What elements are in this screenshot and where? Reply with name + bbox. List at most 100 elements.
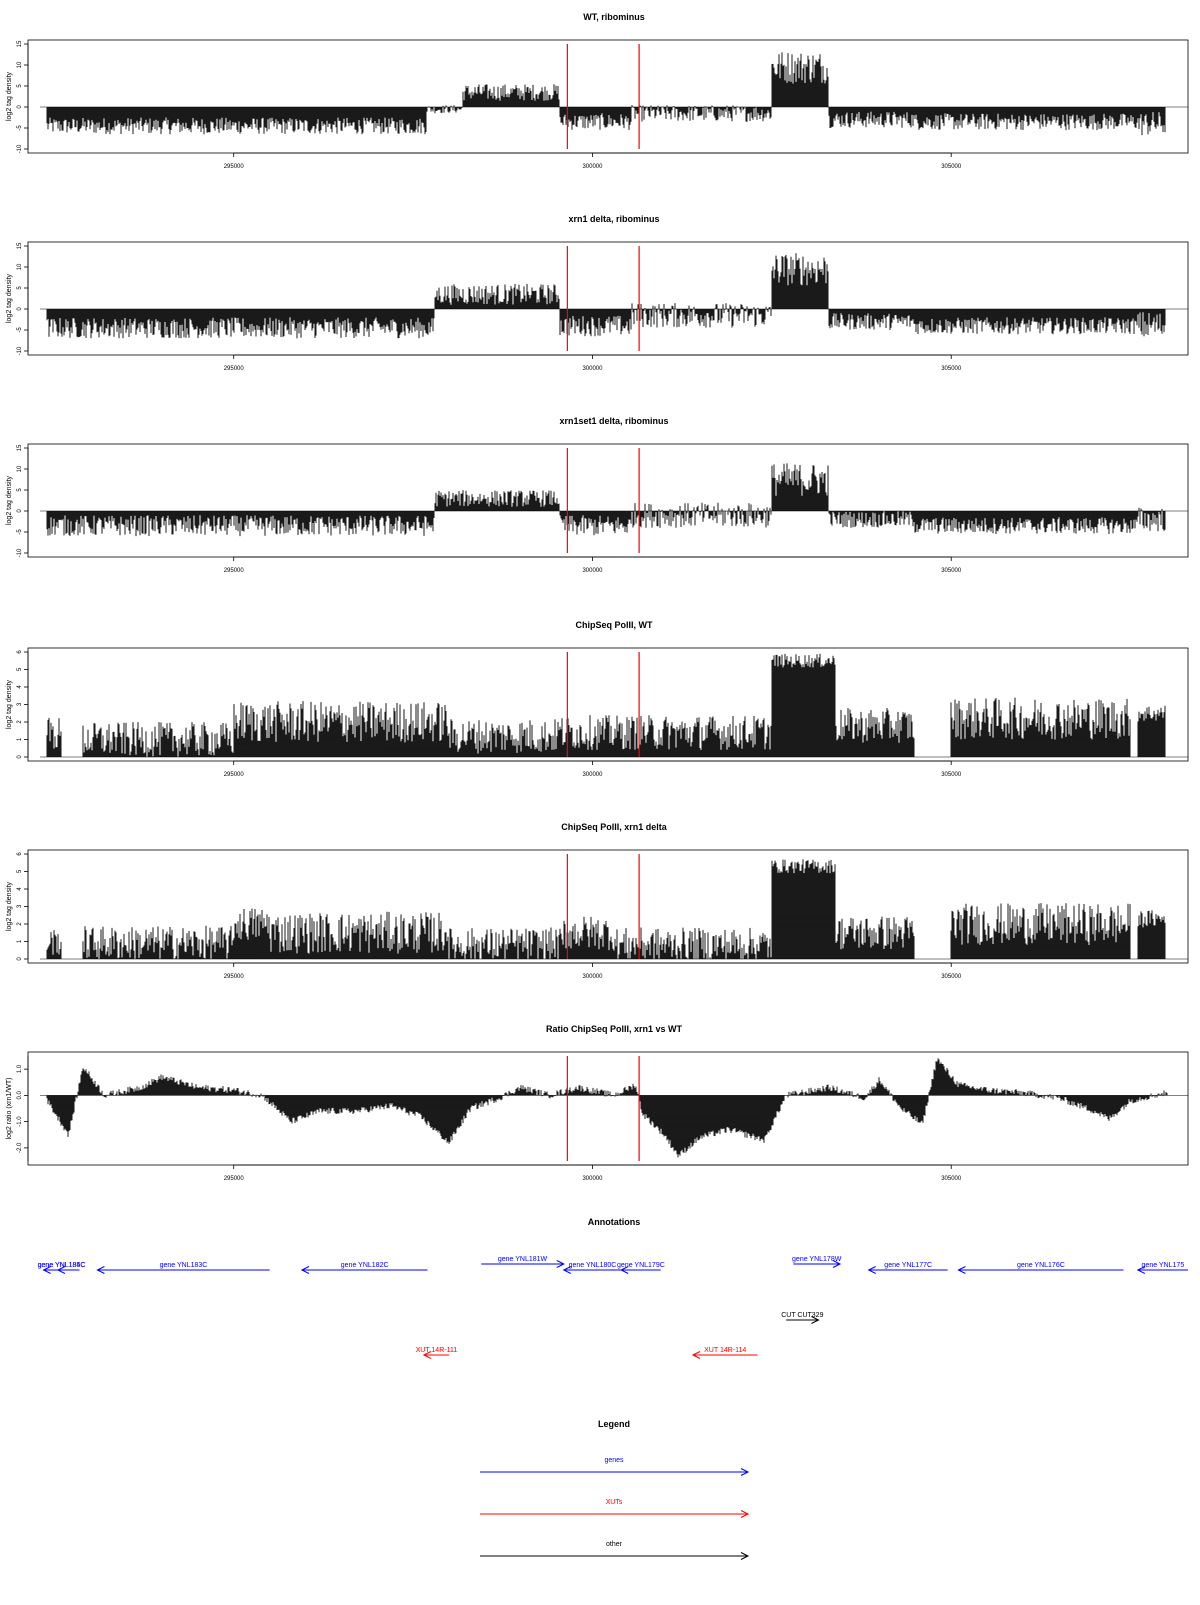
y-axis-label: log2 tag density [6,475,13,525]
chart-title: WT, ribominus [583,12,645,22]
x-tick-label: 305000 [941,164,962,170]
plot-frame [27,849,1189,964]
chart-panel-5: ChipSeq PolII, xrn1 delta log2 tag densit… [6,822,1189,980]
feature-arrow: XUT 14R-114 [691,1347,758,1359]
feature-arrow: gene YNL176C [957,1262,1124,1274]
y-tick-label: 0 [17,509,23,513]
y-tick-label: 1 [17,737,23,741]
y-axis-label: log2 ratio (xrn1/WT) [6,1078,13,1140]
feature-arrow: gene YNL181W [481,1256,565,1268]
y-tick-label: 15 [17,444,23,451]
plot-frame [27,241,1189,356]
feature-label: gene YNL177C [884,1262,932,1269]
legend-label: genes [604,1457,624,1464]
data-bars [46,463,1166,537]
y-axis-label: log2 tag density [6,273,13,323]
y-tick-label: 1 [17,939,23,943]
y-tick-label: -1.0 [17,1116,23,1127]
y-tick-label: 5 [17,667,23,671]
data-bars [46,52,1166,136]
feature-label: gene YNL183C [160,1262,208,1269]
feature-arrow: XUT 14R-111 [416,1347,457,1359]
y-tick-label: -5 [17,125,23,131]
y-tick-label: 5 [17,488,23,492]
feature-arrow-head [832,1260,842,1268]
chart-title: xrn1set1 delta, ribominus [559,416,668,426]
feature-label: gene YNL184C [38,1262,86,1269]
chart-title: xrn1 delta, ribominus [568,214,659,224]
feature-arrow-head [691,1351,701,1359]
x-tick-label: 295000 [224,568,245,574]
legend-label: other [606,1541,623,1548]
chart-panel-4: ChipSeq PolII, WT log2 tag density 0 1 2 3 4 5 6… [6,620,1189,778]
y-tick-label: 5 [17,286,23,290]
legend-section: Legend genes XUTs other [480,1419,750,1560]
feature-label: XUT 14R-114 [704,1347,746,1354]
feature-label: gene YNL180C [569,1262,617,1269]
chart-panel-1: WT, ribominus log2 tag density -10 -5 0 5 10 15… [6,12,1189,170]
x-tick-label: 295000 [224,366,245,372]
y-tick-label: 4 [17,685,23,689]
y-tick-label: 15 [17,242,23,249]
chart-title: ChipSeq PolII, WT [576,620,653,630]
feature-label: gene YNL175 [1142,1262,1185,1269]
feature-arrow: gene YNL180C [562,1262,622,1274]
legend-item: XUTs [480,1499,750,1518]
legend-item: genes [480,1457,750,1476]
y-tick-label: -10 [17,346,23,355]
feature-arrow: gene YNL179C [617,1262,665,1274]
x-tick-label: 300000 [582,974,603,980]
feature-label: gene YNL181W [498,1256,548,1263]
feature-arrow-head [300,1266,310,1274]
x-tick-label: 295000 [224,1176,245,1182]
y-tick-label: 0 [17,755,23,759]
x-tick-label: 305000 [941,366,962,372]
y-tick-label: 3 [17,702,23,706]
y-axis-label: log2 tag density [6,881,13,931]
data-bars [46,653,1166,757]
y-tick-label: 0.0 [17,1091,23,1100]
plot-frame [27,443,1189,558]
chart-panel-3: xrn1set1 delta, ribominus log2 tag densit… [6,416,1189,574]
feature-arrow: gene YNL185C [38,1262,86,1274]
y-tick-label: 2 [17,720,23,724]
x-tick-label: 300000 [582,568,603,574]
legend-item: other [480,1541,750,1560]
y-tick-label: 6 [17,650,23,654]
feature-arrow-head [811,1316,820,1324]
y-tick-label: -10 [17,144,23,153]
feature-label: gene YNL182C [341,1262,389,1269]
y-tick-label: -5 [17,529,23,535]
y-tick-label: -2.0 [17,1142,23,1153]
y-tick-label: 0 [17,307,23,311]
feature-label: gene YNL176C [1017,1262,1065,1269]
x-tick-label: 300000 [582,366,603,372]
plot-frame [27,647,1189,762]
data-bars [46,859,1166,959]
feature-arrow: gene YNL177C [867,1262,948,1274]
legend-title: Legend [598,1419,630,1429]
data-bars [46,253,1166,339]
x-tick-label: 295000 [224,974,245,980]
feature-arrow: gene YNL183C [96,1262,270,1274]
legend-arrow-head [740,1510,750,1518]
feature-label: gene YNL185C [38,1262,86,1269]
y-tick-label: 10 [17,465,23,472]
y-tick-label: 5 [17,869,23,873]
plot-frame [27,1051,1189,1166]
chart-title: Ratio ChipSeq PolII, xrn1 vs WT [546,1024,683,1034]
x-tick-label: 300000 [582,164,603,170]
y-tick-label: -5 [17,327,23,333]
legend-arrow-head [740,1468,750,1476]
y-tick-label: 0 [17,105,23,109]
y-tick-label: 10 [17,263,23,270]
chart-title: ChipSeq PolII, xrn1 delta [561,822,668,832]
y-tick-label: 5 [17,84,23,88]
x-tick-label: 295000 [224,772,245,778]
feature-arrow-head [96,1266,105,1274]
y-tick-label: 1.0 [17,1064,23,1073]
chart-panel-6: Ratio ChipSeq PolII, xrn1 vs WT log2 rati… [6,1024,1189,1182]
